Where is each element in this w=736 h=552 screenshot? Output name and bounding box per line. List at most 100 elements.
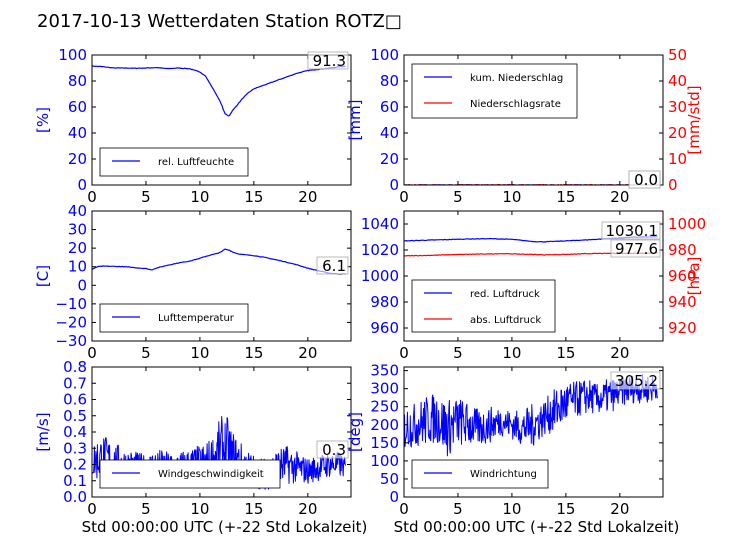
series-line-1	[92, 416, 347, 490]
x-axis-label: Std 00:00:00 UTC (+-22 Std Lokalzeit)	[394, 518, 680, 536]
y-tick-label: 20	[68, 150, 87, 168]
x-tick-label: 10	[502, 188, 521, 206]
y-tick-label: 1020	[361, 241, 399, 259]
legend-frame	[411, 279, 556, 333]
series-group	[92, 416, 347, 490]
annotation-box	[307, 51, 349, 70]
value-annotation: 305.2	[615, 372, 658, 390]
x-tick-label: 10	[190, 344, 209, 362]
y-tick-label: 100	[370, 46, 399, 64]
y-tick-label: 40	[68, 124, 87, 142]
x-tick-label: 0	[87, 188, 97, 206]
legend: Windrichtung	[411, 459, 549, 489]
series-group	[92, 248, 346, 275]
series-line-1	[404, 374, 659, 457]
series-line-1	[92, 65, 346, 117]
y-tick-label: 0.8	[63, 358, 87, 376]
value-annotation: 977.6	[615, 240, 658, 258]
x-tick-label: 0	[399, 344, 409, 362]
y-tick-label: −10	[55, 295, 87, 313]
legend-label: rel. Luftfeuchte	[158, 157, 234, 168]
y-tick-label: 50	[380, 470, 399, 488]
y-axis-label: [m/s]	[34, 412, 52, 451]
legend-label: Windrichtung	[470, 469, 537, 480]
x-tick-label: 20	[610, 500, 629, 518]
x-tick-label: 20	[610, 188, 629, 206]
y2-tick-label: 940	[668, 293, 697, 311]
annotation-box	[628, 170, 661, 189]
chart-panel-wind-speed: 0 5 10 15 200.00.10.20.30.40.50.60.70.8[m/s]…	[34, 358, 367, 536]
y-tick-label: 10	[68, 258, 87, 276]
annotation-box	[601, 221, 661, 240]
legend-frame	[411, 459, 549, 489]
y-tick-label: 20	[68, 239, 87, 257]
x-tick-label: 10	[502, 500, 521, 518]
x-tick-label: 5	[141, 344, 151, 362]
y-tick-label: 0.2	[63, 456, 87, 474]
series-line-1	[92, 248, 346, 275]
annotation-box	[316, 256, 349, 275]
legend-label: Windgeschwindigkeit	[158, 469, 264, 480]
y2-axis-label: [mm/std]	[685, 85, 703, 154]
x-tick-label: 15	[556, 188, 575, 206]
x-tick-label: 15	[556, 344, 575, 362]
y-tick-label: 100	[370, 452, 399, 470]
legend: red. Luftdruck abs. Luftdruck	[411, 279, 556, 333]
y-tick-label: −30	[55, 332, 87, 350]
y-tick-label: 200	[370, 416, 399, 434]
x-tick-label: 15	[244, 344, 263, 362]
y-tick-label: 20	[380, 150, 399, 168]
y-tick-label: 0.3	[63, 439, 87, 457]
series-group	[92, 65, 346, 117]
chart-panel-pressure: 0 5 10 15 20 960 980 1000 1020 1040 920 940 960 980 10…	[361, 210, 706, 362]
y-tick-label: 60	[380, 98, 399, 116]
x-tick-label: 15	[556, 500, 575, 518]
chart-panel-humidity: 0 5 10 15 20 0 20 40 60 80 100 [%] 91.3 rel. Luftfeuc…	[34, 46, 352, 206]
y-tick-label: 300	[370, 380, 399, 398]
legend-frame	[99, 303, 249, 333]
y-tick-label: 1000	[361, 267, 399, 285]
x-tick-label: 10	[502, 344, 521, 362]
y2-tick-label: 50	[668, 46, 687, 64]
y-axis-label: [C]	[34, 265, 52, 287]
x-tick-label: 0	[399, 500, 409, 518]
y-tick-label: 0	[389, 176, 399, 194]
x-tick-label: 15	[244, 188, 263, 206]
x-tick-label: 5	[453, 188, 463, 206]
y-tick-label: 1040	[361, 215, 399, 233]
y-tick-label: 0	[389, 488, 399, 506]
y-axis-label: [deg]	[346, 412, 364, 452]
x-tick-label: 20	[298, 500, 317, 518]
y2-tick-label: 980	[668, 241, 697, 259]
y-tick-label: 80	[380, 72, 399, 90]
y2-tick-label: 30	[668, 98, 687, 116]
legend-label: kum. Niederschlag	[470, 73, 563, 84]
annotation-box	[610, 239, 661, 258]
y-tick-label: 80	[68, 72, 87, 90]
y-tick-label: 0	[77, 176, 87, 194]
x-tick-label: 20	[298, 188, 317, 206]
y-tick-label: 980	[370, 293, 399, 311]
x-tick-label: 0	[399, 188, 409, 206]
x-tick-label: 5	[453, 500, 463, 518]
legend-frame	[99, 147, 249, 177]
annotation-box	[316, 440, 349, 459]
legend-label: abs. Luftdruck	[470, 315, 541, 326]
x-tick-label: 10	[190, 500, 209, 518]
y-tick-label: 0	[77, 276, 87, 294]
legend-label: red. Luftdruck	[470, 289, 540, 300]
y-tick-label: 30	[68, 221, 87, 239]
legend: Lufttemperatur	[99, 303, 249, 333]
x-tick-label: 20	[610, 344, 629, 362]
plot-frame	[91, 54, 352, 186]
legend: Windgeschwindigkeit	[99, 459, 281, 489]
legend-label: Niederschlagsrate	[470, 99, 561, 110]
y-tick-label: 40	[68, 202, 87, 220]
x-tick-label: 0	[87, 344, 97, 362]
y2-tick-label: 0	[668, 176, 678, 194]
legend-frame	[411, 63, 578, 119]
x-tick-label: 20	[298, 344, 317, 362]
